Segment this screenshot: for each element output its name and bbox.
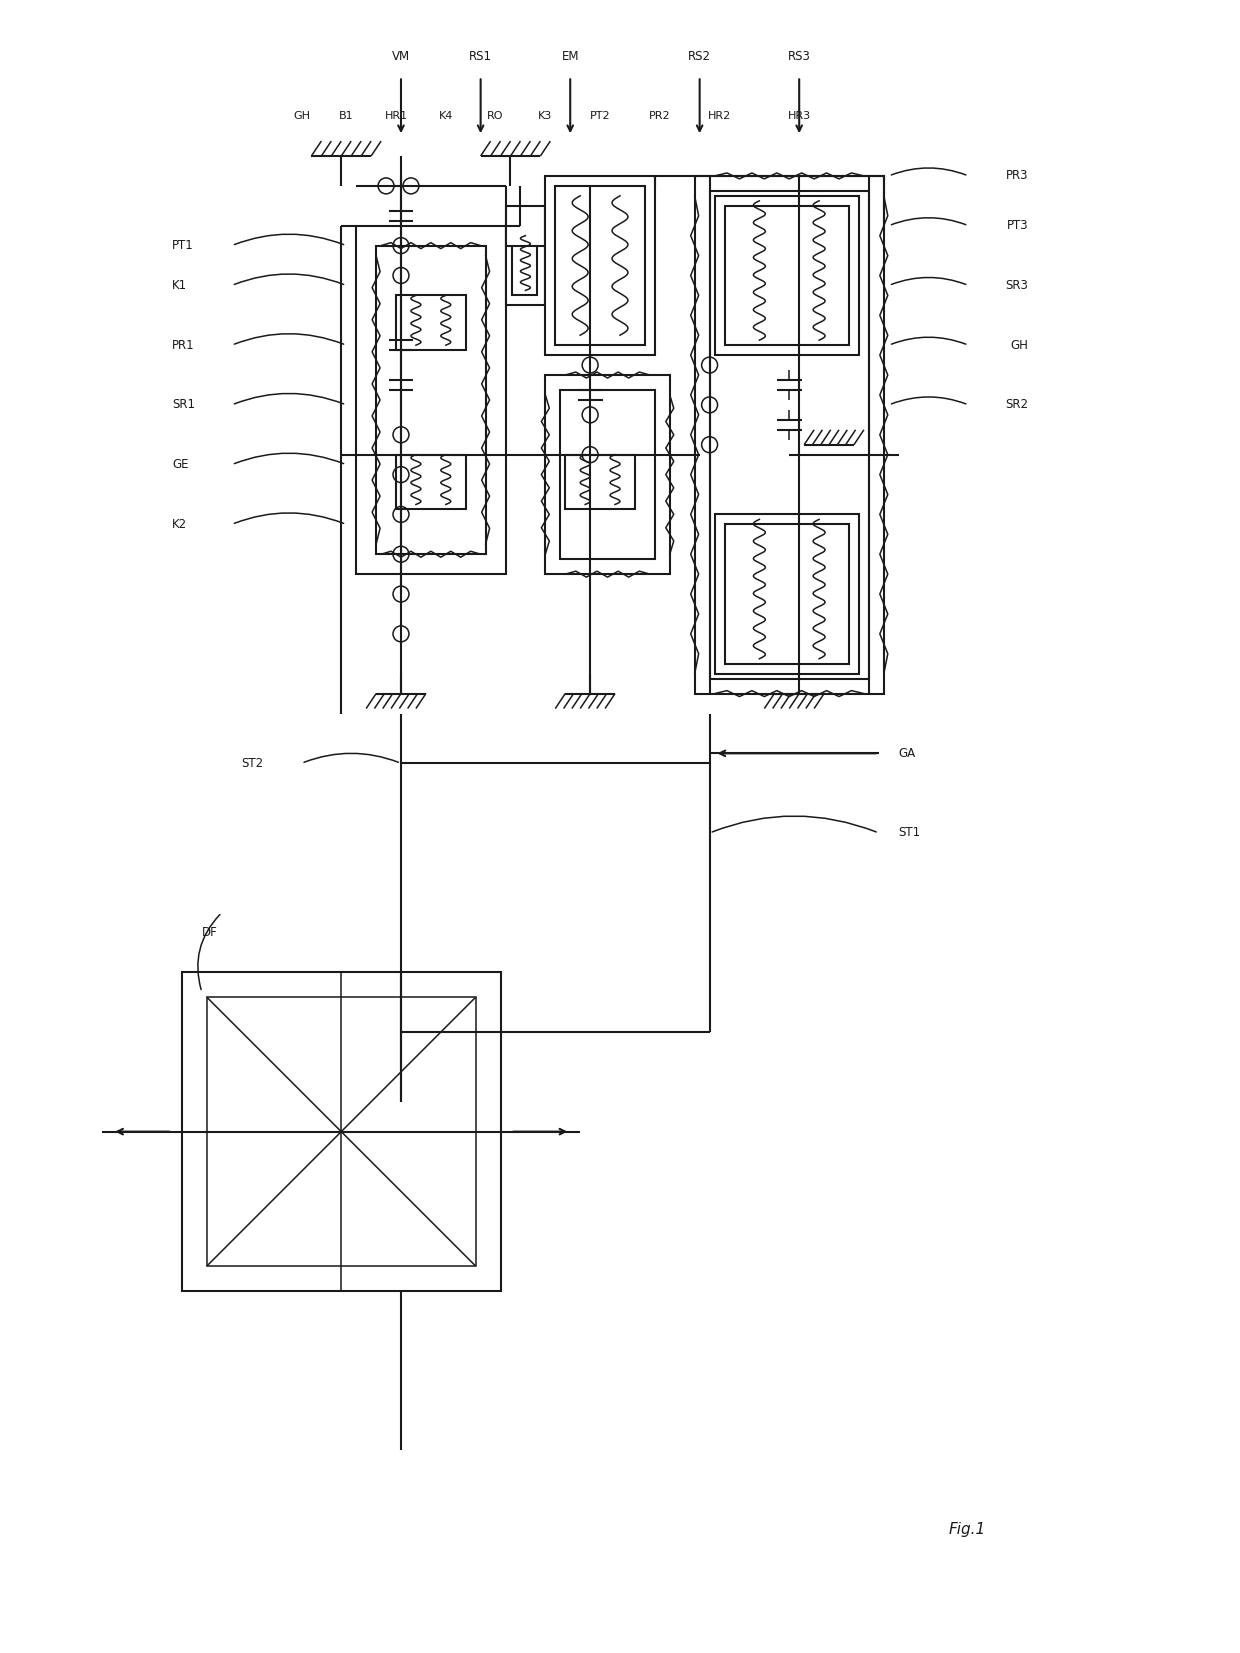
Text: K4: K4 xyxy=(439,111,453,121)
Bar xyxy=(546,175,655,355)
Text: PT2: PT2 xyxy=(590,111,610,121)
Text: GH: GH xyxy=(293,111,310,121)
Bar xyxy=(512,231,537,296)
Bar xyxy=(714,195,859,355)
Bar xyxy=(396,455,466,509)
Text: PR3: PR3 xyxy=(1006,169,1028,182)
Text: K2: K2 xyxy=(172,517,187,531)
Bar xyxy=(506,205,546,246)
Bar xyxy=(506,226,546,306)
Text: ST2: ST2 xyxy=(242,757,264,770)
Bar xyxy=(207,997,476,1266)
Bar xyxy=(560,390,655,559)
Bar xyxy=(396,296,466,350)
Bar xyxy=(565,455,635,509)
Text: B1: B1 xyxy=(339,111,353,121)
Text: PR1: PR1 xyxy=(172,339,195,352)
Text: DF: DF xyxy=(202,926,218,939)
Text: K1: K1 xyxy=(172,279,187,293)
Text: SR1: SR1 xyxy=(172,398,195,412)
Text: PT3: PT3 xyxy=(1007,220,1028,231)
Text: GA: GA xyxy=(899,747,916,760)
Text: RO: RO xyxy=(487,111,503,121)
Text: HR3: HR3 xyxy=(787,111,811,121)
Text: RS1: RS1 xyxy=(469,50,492,63)
Bar xyxy=(546,375,670,574)
Text: EM: EM xyxy=(562,50,579,63)
Bar xyxy=(376,246,486,554)
Bar xyxy=(356,226,506,574)
Text: RS3: RS3 xyxy=(787,50,811,63)
Bar xyxy=(182,972,501,1291)
Text: HR2: HR2 xyxy=(708,111,732,121)
Text: SR2: SR2 xyxy=(1006,398,1028,412)
Text: PR2: PR2 xyxy=(649,111,671,121)
Text: Fig.1: Fig.1 xyxy=(949,1522,986,1537)
Text: RS2: RS2 xyxy=(688,50,712,63)
Bar xyxy=(709,190,869,679)
Text: HR1: HR1 xyxy=(384,111,408,121)
Text: K3: K3 xyxy=(538,111,553,121)
Text: VM: VM xyxy=(392,50,410,63)
Bar xyxy=(714,514,859,674)
Bar xyxy=(724,205,849,345)
Bar xyxy=(694,175,884,694)
Text: PT1: PT1 xyxy=(172,240,193,253)
Bar xyxy=(556,185,645,345)
Bar xyxy=(724,524,849,665)
Text: SR3: SR3 xyxy=(1006,279,1028,293)
Text: GE: GE xyxy=(172,458,188,471)
Text: GH: GH xyxy=(1011,339,1028,352)
Text: ST1: ST1 xyxy=(899,826,921,840)
